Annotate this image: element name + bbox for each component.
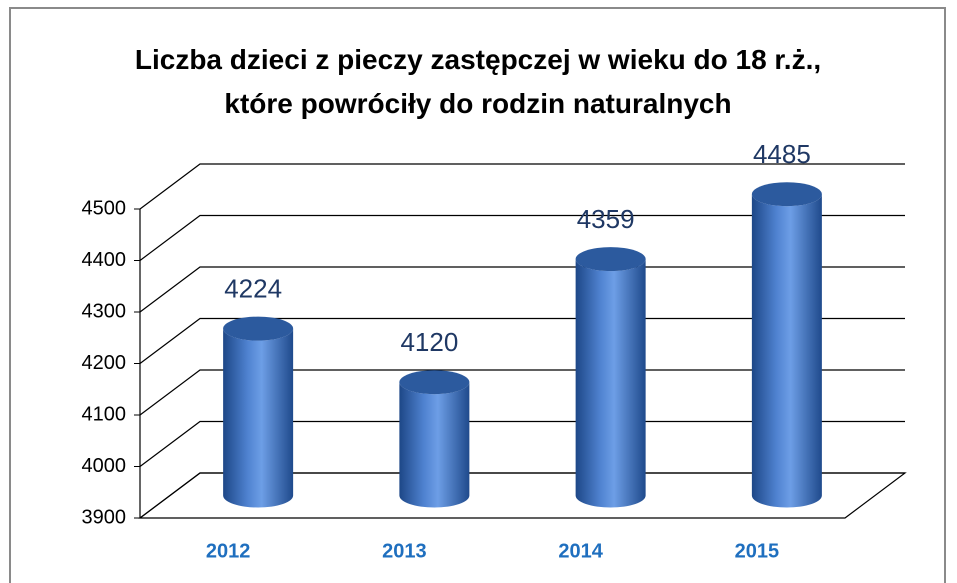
- grid-line: [139, 163, 905, 210]
- x-tick-label: 2015: [735, 540, 780, 562]
- data-label: 4120: [400, 327, 458, 357]
- y-tick-label: 4300: [82, 300, 127, 322]
- bar-top: [575, 247, 646, 272]
- x-tick-label: 2014: [558, 540, 603, 562]
- y-tick-label: 4400: [82, 249, 127, 271]
- grid-line: [139, 472, 905, 519]
- x-tick-label: 2012: [206, 540, 251, 562]
- chart-title: Liczba dzieci z pieczy zastępczej w wiek…: [134, 44, 822, 119]
- bar: [223, 328, 294, 508]
- data-label: 4485: [753, 139, 811, 169]
- data-label: 4359: [577, 204, 635, 234]
- bar-top: [399, 370, 470, 395]
- bar: [751, 194, 822, 508]
- y-tick-label: 4000: [82, 455, 127, 477]
- data-label: 4224: [224, 274, 282, 304]
- y-tick-label: 3900: [82, 506, 127, 528]
- y-tick-label: 4500: [82, 197, 127, 219]
- y-tick-label: 4200: [82, 352, 127, 374]
- bar-top: [223, 316, 294, 341]
- bar-top: [751, 182, 822, 207]
- grid-line: [139, 317, 905, 364]
- bar: [399, 382, 470, 508]
- grid-line: [139, 420, 905, 467]
- grid-line: [139, 214, 905, 261]
- bar: [575, 259, 646, 508]
- x-tick-label: 2013: [382, 540, 427, 562]
- y-tick-label: 4100: [82, 403, 127, 425]
- grid-line: [139, 369, 905, 416]
- grid-line: [139, 266, 905, 313]
- frame: [9, 7, 946, 583]
